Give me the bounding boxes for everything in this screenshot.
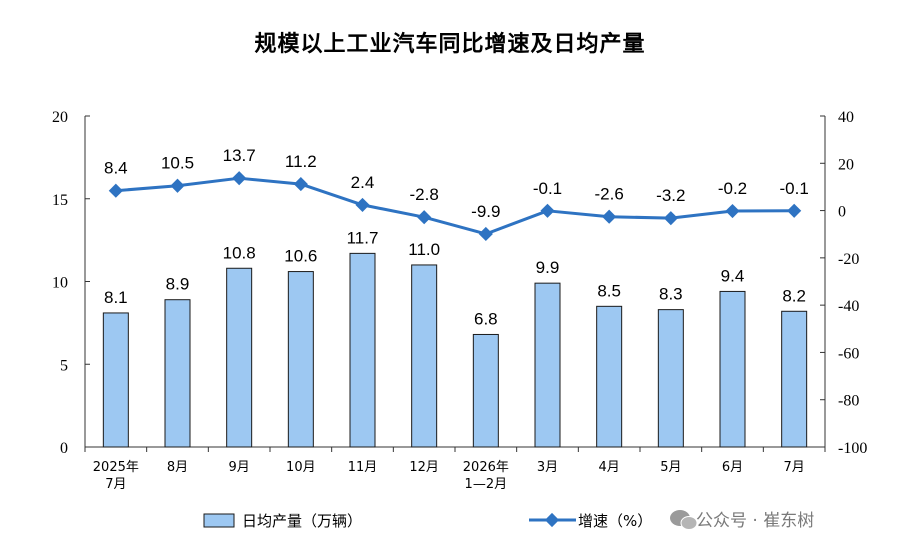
bar-data-label: 11.0 xyxy=(408,240,440,259)
bar-data-label: 8.1 xyxy=(104,288,128,307)
legend-bar-swatch xyxy=(203,513,235,528)
bar-data-label: 10.6 xyxy=(284,247,317,266)
x-tick-label: 9月 xyxy=(229,460,250,475)
left-tick-label: 0 xyxy=(60,440,68,457)
line-data-label: -2.6 xyxy=(595,185,624,204)
x-tick-label: 6月 xyxy=(722,460,743,475)
bar xyxy=(349,252,376,448)
line-series xyxy=(108,171,802,242)
right-tick-label: -80 xyxy=(838,393,859,410)
right-tick-label: -20 xyxy=(838,251,859,268)
line-point xyxy=(355,197,370,212)
watermark-text: 公众号 · 崔东树 xyxy=(696,511,814,531)
line-point xyxy=(478,226,493,242)
bar-series xyxy=(102,252,808,448)
x-tick-label: 12月 xyxy=(409,460,439,475)
wechat-icon xyxy=(670,510,698,530)
x-tick-label: 1—2月 xyxy=(465,477,508,492)
line-point xyxy=(602,209,617,224)
line-point xyxy=(540,203,555,218)
left-tick-label: 5 xyxy=(60,357,68,374)
bar xyxy=(411,264,438,448)
line-point xyxy=(293,177,308,192)
right-tick-label: -60 xyxy=(838,345,859,362)
x-tick-label: 10月 xyxy=(286,460,316,475)
line-data-label: -2.8 xyxy=(410,185,439,204)
left-tick-label: 10 xyxy=(52,275,68,292)
line-data-label: 11.2 xyxy=(285,152,317,171)
x-tick-label: 7月 xyxy=(784,460,805,475)
bar-data-label: 11.7 xyxy=(347,228,379,247)
legend-line-marker xyxy=(544,512,560,528)
line-data-label: 13.7 xyxy=(223,146,256,165)
x-tick-label: 4月 xyxy=(599,460,620,475)
watermark: 公众号 · 崔东树 xyxy=(670,510,814,531)
right-tick-label: -100 xyxy=(838,440,867,457)
bar xyxy=(719,290,746,448)
line-point xyxy=(417,210,432,225)
right-tick-label: -40 xyxy=(838,298,859,315)
x-tick-label: 3月 xyxy=(537,460,558,475)
line-point xyxy=(663,211,678,226)
bar-data-label: 9.4 xyxy=(721,266,745,285)
line-path xyxy=(115,176,795,236)
bar-data-label: 6.8 xyxy=(474,309,498,328)
line-point xyxy=(170,178,185,193)
data-labels: 8.1 8.9 10.8 10.6 11.7 11.0 6.8 9.9 8.5 8.3 9.4 8.2… xyxy=(104,146,809,328)
legend-line-label: 增速（%） xyxy=(578,512,652,530)
bar xyxy=(102,312,129,448)
legend: 日均产量（万辆） 增速（%） xyxy=(203,512,652,530)
bar xyxy=(164,299,191,448)
line-data-label: -9.9 xyxy=(471,202,500,221)
axes: 0 5 10 15 20 -100 -80 -60 -40 -20 0 20 40 2025年 7月 8月 9月… xyxy=(52,109,867,492)
bar xyxy=(472,333,499,448)
line-data-label: 10.5 xyxy=(161,154,194,173)
line-point xyxy=(787,203,802,218)
x-tick-label: 2026年 xyxy=(463,460,509,475)
line-point xyxy=(108,183,123,198)
x-tick-label: 2025年 xyxy=(93,460,139,475)
left-tick-label: 20 xyxy=(52,109,68,126)
legend-bar-label: 日均产量（万辆） xyxy=(242,512,362,530)
left-tick-label: 15 xyxy=(52,192,68,209)
right-tick-label: 0 xyxy=(838,204,846,221)
bar xyxy=(534,282,561,448)
bar-data-label: 8.9 xyxy=(166,275,190,294)
chart-title: 规模以上工业汽车同比增速及日均产量 xyxy=(254,32,646,57)
bar-data-label: 8.2 xyxy=(782,286,806,305)
bar-data-label: 8.5 xyxy=(597,281,621,300)
bar-data-label: 10.8 xyxy=(223,243,256,262)
line-data-label: -0.1 xyxy=(533,179,562,198)
x-tick-label: 7月 xyxy=(105,477,126,492)
line-data-label: 2.4 xyxy=(351,173,375,192)
x-tick-label: 11月 xyxy=(348,460,378,475)
bar xyxy=(781,310,808,448)
line-data-label: -0.1 xyxy=(780,179,809,198)
x-tick-label: 8月 xyxy=(167,460,188,475)
wechat-icon-bubble-small xyxy=(680,516,698,530)
line-data-label: -3.2 xyxy=(656,186,685,205)
bar-data-label: 9.9 xyxy=(536,258,560,277)
bar xyxy=(226,267,253,448)
bar xyxy=(657,309,684,448)
bar-data-label: 8.3 xyxy=(659,285,683,304)
bar xyxy=(596,305,623,448)
x-tick-label: 5月 xyxy=(660,460,681,475)
line-point xyxy=(725,203,740,219)
bar xyxy=(287,271,314,448)
line-data-label: -0.2 xyxy=(718,179,747,198)
right-tick-label: 40 xyxy=(838,109,854,126)
line-data-label: 8.4 xyxy=(104,159,128,178)
line-point xyxy=(232,171,247,186)
right-tick-label: 20 xyxy=(838,156,854,173)
